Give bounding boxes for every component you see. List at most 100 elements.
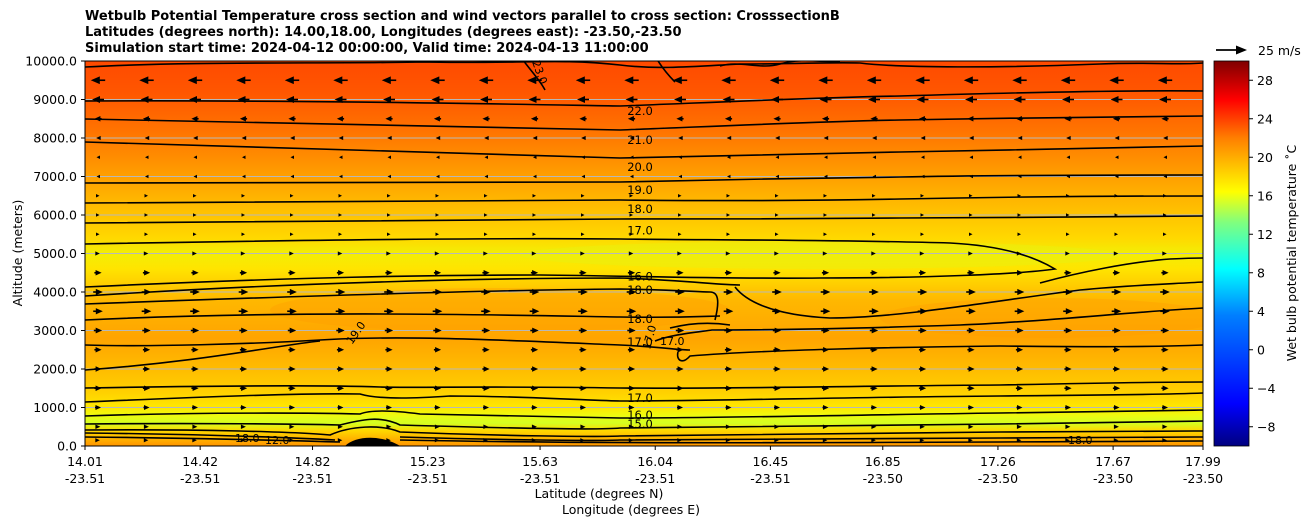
wind-arrow: [483, 438, 488, 443]
wind-arrow: [290, 135, 295, 141]
contour-low-5: [85, 426, 1203, 438]
wind-arrow: [1066, 135, 1071, 141]
wind-arrow: [966, 288, 976, 296]
wind-arrow: [336, 116, 345, 122]
x-axis-label-lon: Longitude (degrees E): [562, 502, 700, 517]
y-axis: 0.0 1000.0 2000.0 3000.0 4000.0 5000.0 6000.0 7…: [25, 54, 85, 454]
wind-arrow: [336, 270, 345, 276]
wind-arrow: [823, 194, 827, 198]
contour-mid-1: [85, 337, 691, 351]
contour-label: 18.0: [627, 312, 653, 326]
wind-arrow: [482, 366, 490, 372]
wind-arrow: [387, 174, 391, 179]
wind-arrow: [775, 174, 779, 179]
wind-arrow: [1160, 308, 1170, 315]
wind-arrow: [1161, 366, 1169, 372]
colorbar-tick-label: 0: [1257, 342, 1265, 357]
wind-arrow: [919, 438, 925, 443]
contour-low-4: [85, 418, 1203, 430]
contour-label: 16.0: [627, 408, 653, 422]
wind-arrow: [96, 194, 100, 198]
wind-arrow: [434, 251, 440, 256]
wind-arrow: [288, 270, 296, 276]
wind-arrow: [869, 288, 879, 296]
contour-label: 19.0: [627, 183, 653, 197]
wind-arrow: [433, 366, 442, 372]
wind-arrow: [431, 96, 444, 103]
wind-arrow: [289, 438, 294, 443]
y-tick-label: 2000.0: [33, 362, 77, 377]
wind-arrow: [724, 327, 733, 334]
wind-arrow: [1162, 405, 1168, 410]
wind-arrow: [288, 385, 296, 391]
wind-arrow: [193, 174, 197, 179]
wind-arrow: [820, 288, 831, 296]
wind-arrow: [290, 174, 294, 179]
wind-arrow: [1017, 232, 1021, 236]
wind-arrow: [337, 405, 344, 410]
wind-arrow: [94, 270, 102, 276]
wind-arrow: [1016, 405, 1023, 410]
wind-arrow: [387, 155, 391, 159]
wind-arrow: [143, 424, 149, 430]
wind-arrow: [1013, 96, 1026, 103]
wind-arrow: [579, 366, 587, 372]
wind-arrow: [676, 270, 684, 276]
wind-arrow: [967, 270, 975, 276]
wind-arrow: [872, 155, 876, 159]
wind-arrow: [818, 76, 833, 85]
wind-arrow: [725, 405, 732, 410]
wind-arrow: [142, 116, 151, 122]
wind-arrow: [482, 116, 490, 122]
wind-arrow: [289, 424, 295, 430]
x-tick-lat: 15.23: [410, 454, 446, 469]
y-tick-label: 1000.0: [33, 400, 77, 415]
wind-arrow: [1112, 116, 1121, 122]
title-line-2: Latitudes (degrees north): 14.00,18.00, …: [85, 25, 682, 40]
wind-arrow: [870, 116, 878, 122]
wind-arrow: [627, 116, 636, 122]
wind-arrow: [869, 327, 879, 334]
wind-arrow: [1112, 347, 1121, 353]
x-tick-lat: 15.63: [522, 454, 558, 469]
wind-arrow: [338, 232, 342, 236]
wind-arrow: [290, 232, 294, 236]
wind-arrow: [1162, 424, 1168, 430]
wind-arrow: [193, 213, 197, 217]
wind-arrow: [1162, 251, 1167, 256]
wind-arrow: [484, 213, 488, 217]
wind-arrow: [96, 135, 101, 141]
x-tick-lat: 17.26: [980, 454, 1016, 469]
wind-arrow: [191, 270, 199, 276]
wind-arrow: [822, 251, 828, 256]
wind-arrow: [241, 135, 247, 141]
wind-arrow: [1063, 308, 1073, 315]
wind-arrow: [822, 438, 828, 443]
wind-arrow: [969, 213, 973, 217]
y-axis-label: Altitude (meters): [10, 200, 25, 307]
wind-arrow: [335, 308, 346, 315]
colorbar-tick-label: 20: [1257, 150, 1273, 165]
wind-arrow: [869, 308, 879, 315]
wind-arrow: [579, 385, 587, 391]
wind-arrow: [575, 76, 591, 85]
wind-arrow: [193, 155, 197, 159]
wind-arrow: [1161, 385, 1169, 391]
wind-arrow: [918, 366, 927, 372]
wind-arrow: [1114, 213, 1118, 217]
wind-arrow: [94, 116, 102, 122]
terrain-blob: [345, 437, 400, 446]
wind-arrow: [192, 405, 198, 410]
wind-arrow: [1016, 424, 1022, 430]
x-tick-lon: -23.51: [750, 471, 790, 486]
wind-arrow: [773, 385, 781, 391]
wind-arrow: [94, 385, 102, 391]
wind-arrow: [727, 155, 731, 159]
wind-arrow: [90, 76, 106, 85]
wind-arrow: [191, 366, 199, 372]
wind-arrow: [967, 116, 975, 122]
wind-arrow: [1016, 438, 1022, 443]
wind-arrow: [1064, 366, 1072, 372]
wind-arrow: [144, 213, 148, 217]
wind-arrow: [1160, 288, 1170, 296]
